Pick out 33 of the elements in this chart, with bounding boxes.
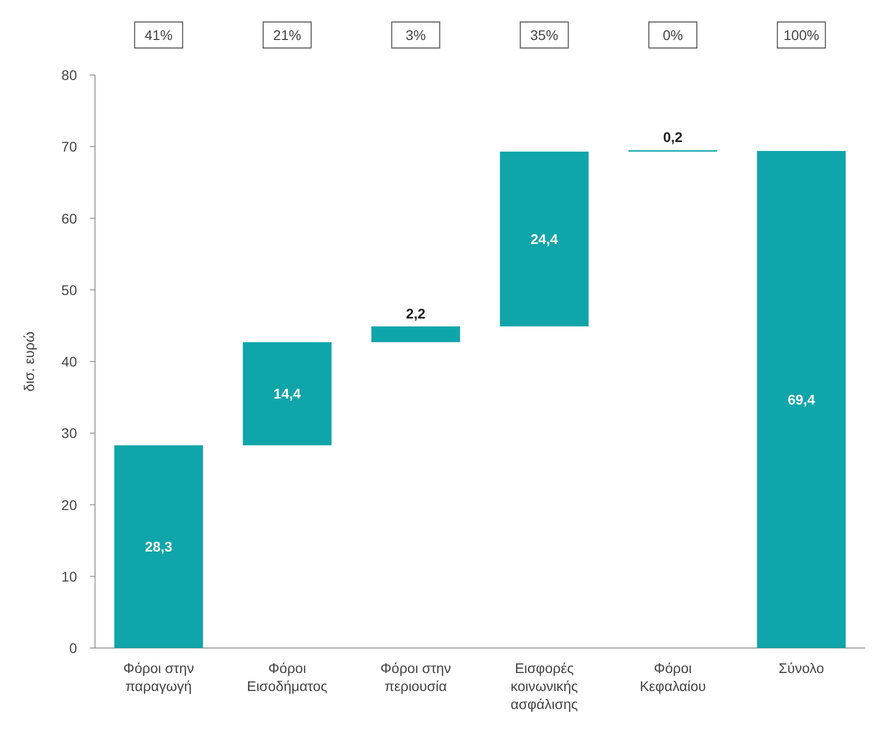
text: 3% <box>406 27 426 43</box>
y-tick-label: 50 <box>61 282 78 298</box>
bar <box>500 152 589 326</box>
x-tick-label: Φόροι στην παραγωγή <box>123 660 194 694</box>
bar <box>114 445 203 648</box>
y-tick-label: 10 <box>61 568 78 584</box>
y-tick-label: 30 <box>61 425 78 442</box>
y-tick-label: 0 <box>69 640 78 656</box>
text: 0% <box>662 27 683 43</box>
text: 41% <box>144 27 173 43</box>
y-axis-title: δισ. ευρώ <box>21 331 37 392</box>
data-label: 24,4 <box>530 231 558 248</box>
y-tick-label: 80 <box>61 67 78 83</box>
bar <box>757 150 846 648</box>
y-tick-label: 70 <box>61 138 78 155</box>
data-label: 14,4 <box>274 386 302 402</box>
x-tick-label: Εισφορές κοινωνικής ασφάλισης <box>510 660 578 712</box>
text: 100% <box>783 27 820 43</box>
y-tick-label: 40 <box>61 354 78 370</box>
data-label: 0,2 <box>663 129 683 146</box>
bar <box>242 342 332 446</box>
y-tick-label: 20 <box>61 496 78 513</box>
x-tick-label: Φόροι Εισοδήματος <box>246 660 328 694</box>
y-tick-label: 60 <box>61 210 78 226</box>
x-tick-label: Σύνολο <box>778 660 824 676</box>
x-tick-label: Φόροι στην περιουσία <box>380 660 452 694</box>
data-label: 69,4 <box>788 391 816 408</box>
x-tick-label: Φόροι Κεφαλαίου <box>640 660 706 694</box>
text: 21% <box>273 27 302 43</box>
data-label: 2,2 <box>406 305 426 322</box>
text: 35% <box>530 27 558 43</box>
data-label: 28,3 <box>145 538 172 555</box>
bar <box>371 326 460 342</box>
